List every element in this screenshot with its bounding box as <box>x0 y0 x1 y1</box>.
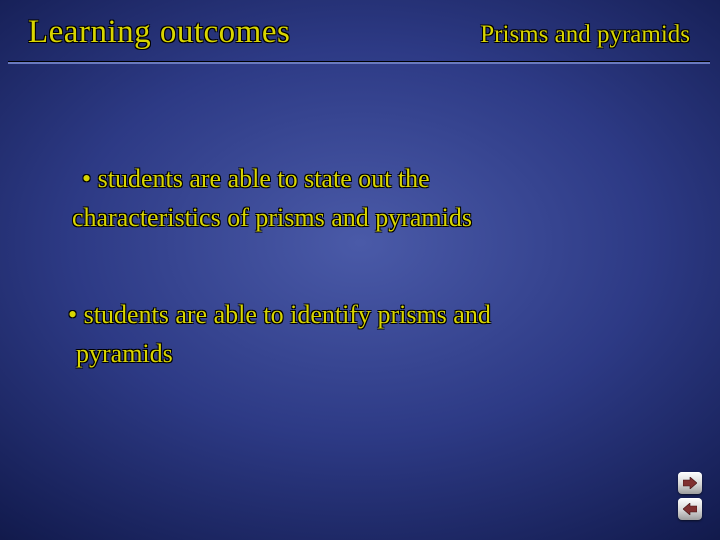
slide-title: Learning outcomes <box>28 14 290 51</box>
arrow-right-icon <box>683 477 697 489</box>
arrow-left-icon <box>683 503 697 515</box>
slide-topic: Prisms and pyramids <box>480 21 690 49</box>
bullet-text: • students are able to state out the <box>60 159 670 198</box>
next-slide-button[interactable] <box>678 472 702 494</box>
bullet-item: • students are able to state out the cha… <box>60 159 670 237</box>
previous-slide-button[interactable] <box>678 498 702 520</box>
slide-body: • students are able to state out the cha… <box>0 64 720 373</box>
bullet-text: pyramids <box>60 334 670 373</box>
bullet-text: characteristics of prisms and pyramids <box>60 198 670 237</box>
slide-header: Learning outcomes Prisms and pyramids <box>0 0 720 61</box>
bullet-item: • students are able to identify prisms a… <box>60 295 670 373</box>
bullet-text: • students are able to identify prisms a… <box>60 295 670 334</box>
nav-controls <box>678 472 702 520</box>
